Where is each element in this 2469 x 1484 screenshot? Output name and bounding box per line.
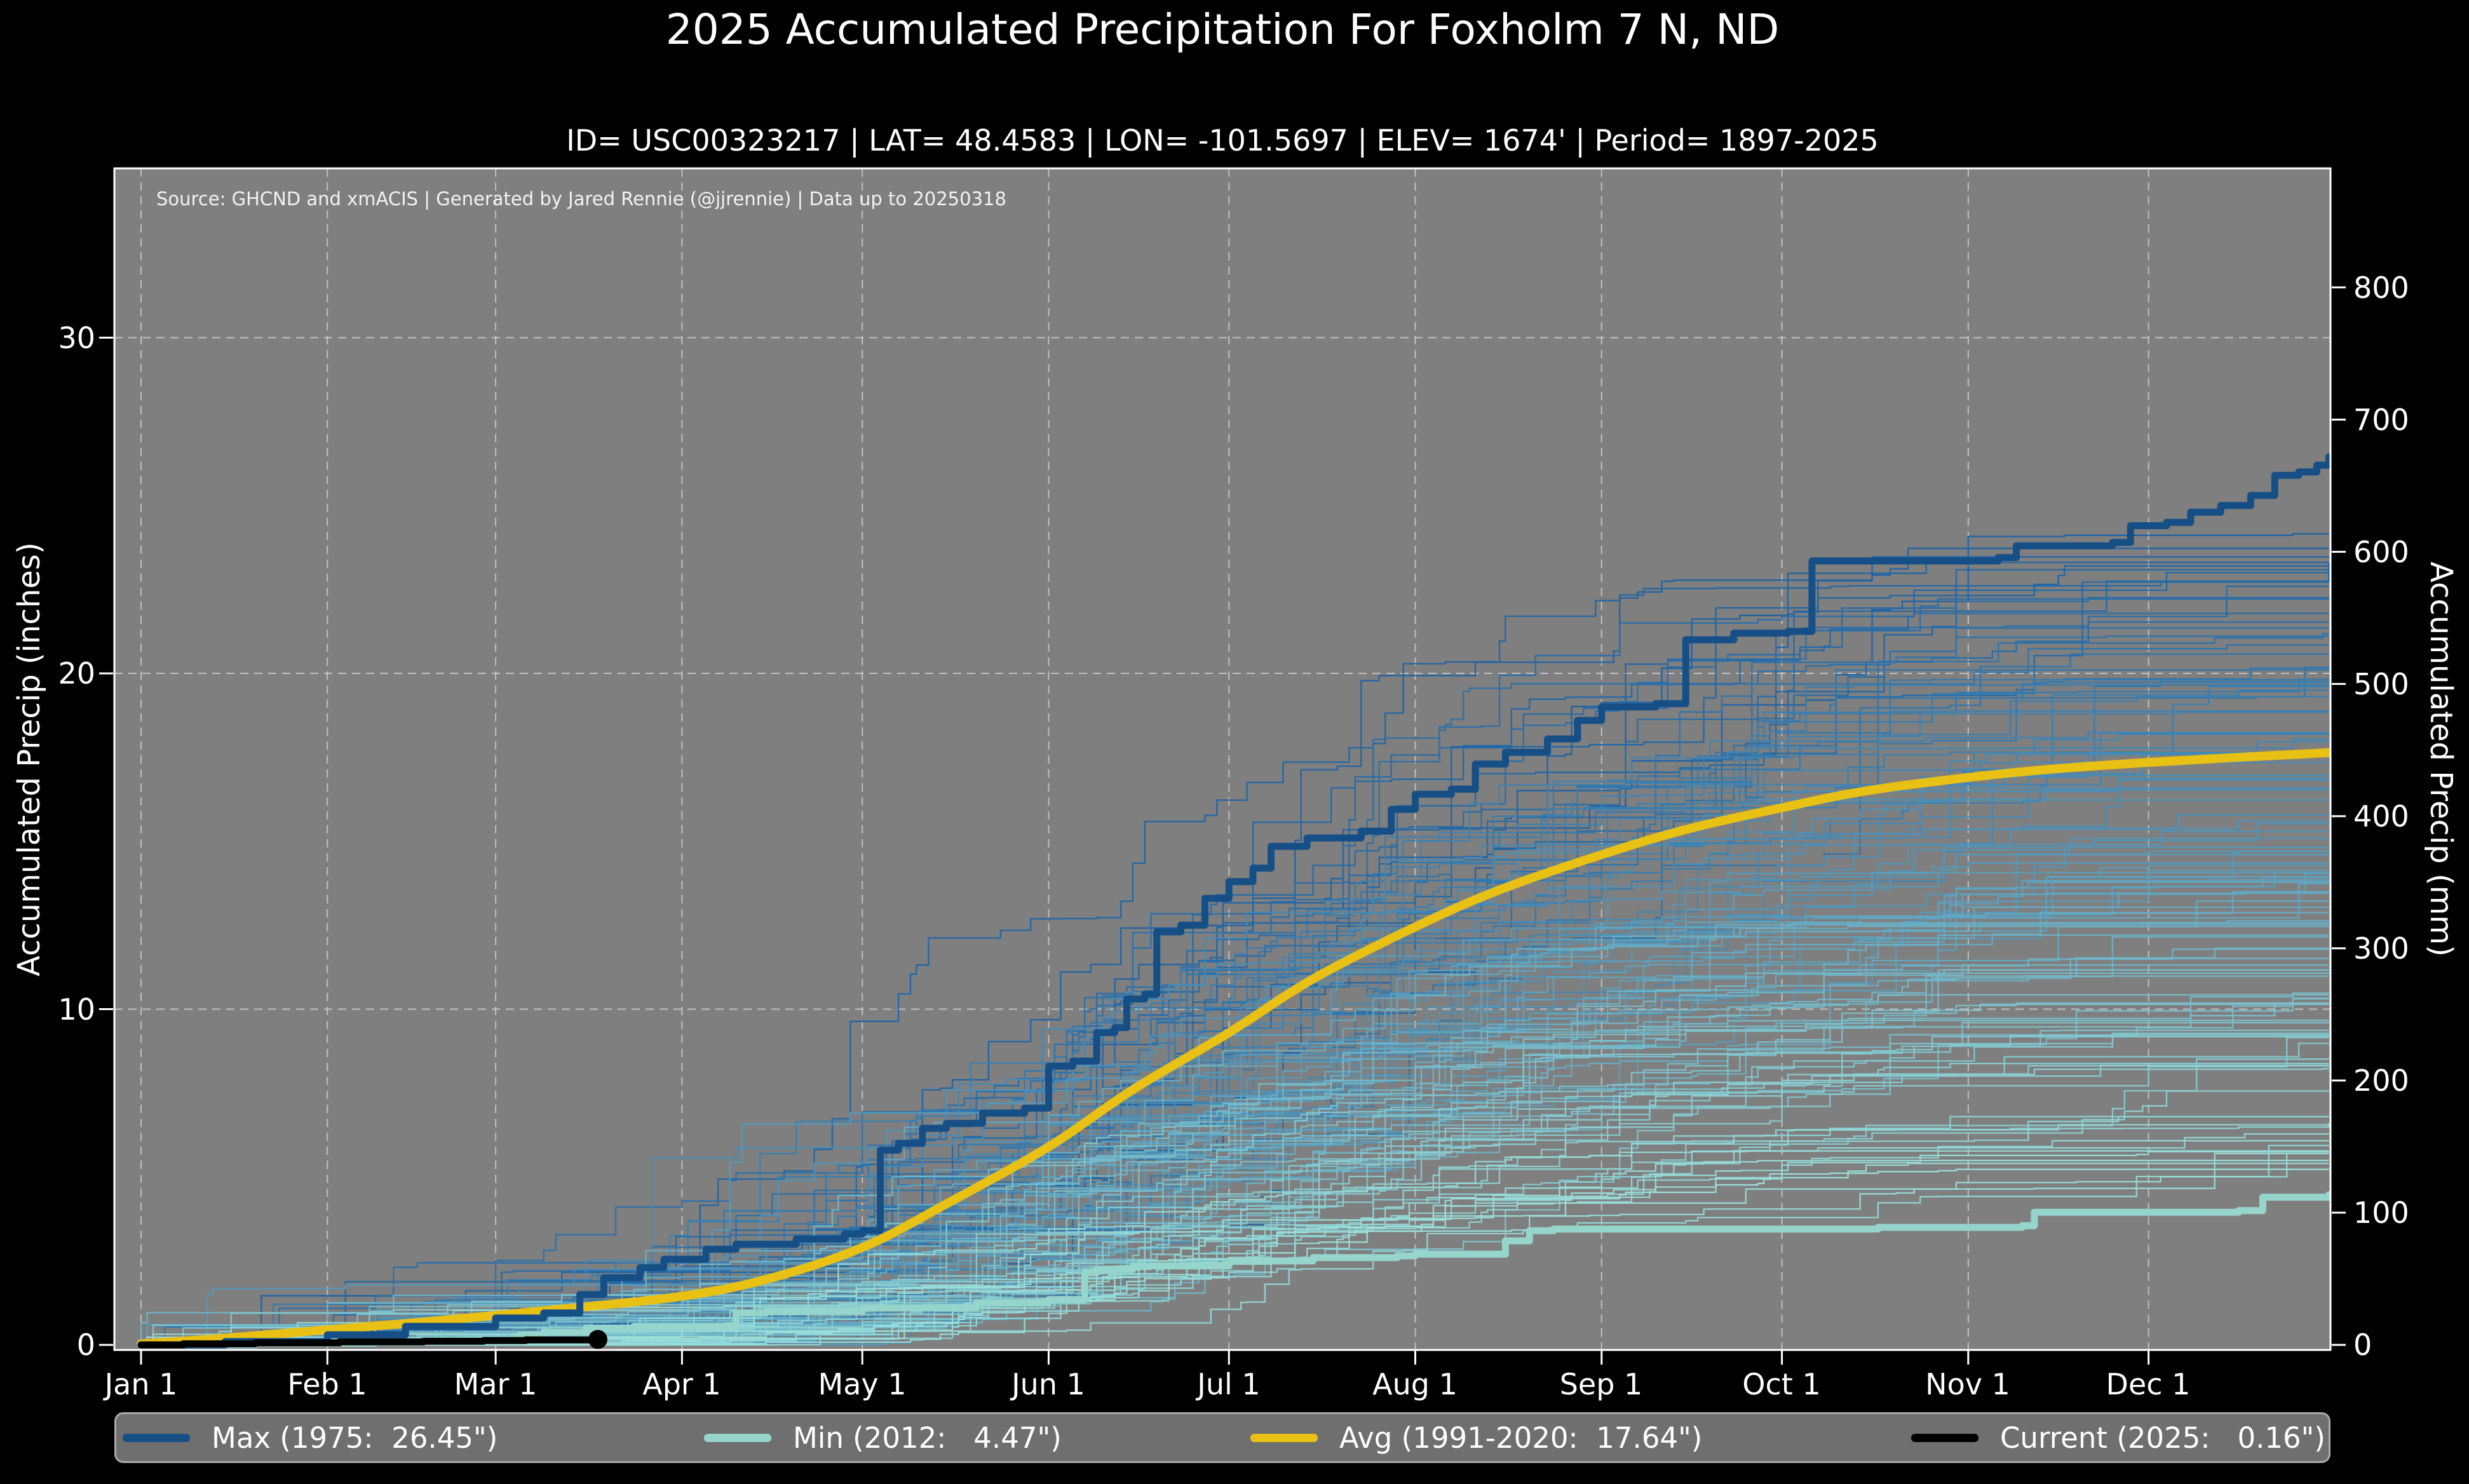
legend-label-avg: Avg (1991-2020: 17.64") <box>1339 1420 1703 1455</box>
x-tick-label-aug: Aug 1 <box>1372 1367 1458 1401</box>
x-tick-label-oct: Oct 1 <box>1742 1367 1821 1401</box>
source-note: Source: GHCND and xmACIS | Generated by … <box>156 188 1006 210</box>
current-line-swatch <box>1911 1433 1979 1442</box>
x-tick-label-mar: Mar 1 <box>454 1367 538 1401</box>
y-left-tick-20: 20 <box>58 656 95 691</box>
x-tick-label-may: May 1 <box>818 1367 907 1401</box>
x-tick-label-apr: Apr 1 <box>642 1367 721 1401</box>
y-axis-label-mm: Accumulated Precip (mm) <box>2423 562 2459 957</box>
y-right-tick-100: 100 <box>2353 1196 2409 1230</box>
gridlines <box>114 168 2330 1350</box>
y-right-tick-700: 700 <box>2353 403 2409 437</box>
legend-label-max: Max (1975: 26.45") <box>212 1420 498 1455</box>
y-left-tick-0: 0 <box>76 1328 95 1362</box>
axis-tick-marks <box>99 286 2346 1365</box>
plot-background <box>114 168 2330 1350</box>
max-line-swatch <box>123 1433 190 1442</box>
legend-label-current: Current (2025: 0.16") <box>2000 1420 2325 1455</box>
x-tick-label-sep: Sep 1 <box>1559 1367 1643 1401</box>
y-axis-label-inches: Accumulated Precip (inches) <box>11 542 47 976</box>
legend-item-min: Min (2012: 4.47") <box>704 1414 1062 1461</box>
min-line-swatch <box>704 1433 771 1442</box>
y-right-tick-600: 600 <box>2353 535 2409 569</box>
plot-border-spine <box>113 167 2332 1351</box>
x-tick-label-jul: Jul 1 <box>1197 1367 1261 1401</box>
y-right-tick-800: 800 <box>2353 271 2409 305</box>
x-tick-label-jan: Jan 1 <box>104 1367 178 1401</box>
legend-label-min: Min (2012: 4.47") <box>793 1420 1062 1455</box>
y-right-tick-500: 500 <box>2353 667 2409 701</box>
station-metadata-subtitle: ID= USC00323217 | LAT= 48.4583 | LON= -1… <box>566 123 1879 158</box>
y-right-tick-200: 200 <box>2353 1063 2409 1098</box>
legend-item-avg: Avg (1991-2020: 17.64") <box>1250 1414 1702 1461</box>
legend-item-max: Max (1975: 26.45") <box>123 1414 497 1461</box>
x-tick-label-feb: Feb 1 <box>287 1367 367 1401</box>
avg-line-swatch <box>1250 1433 1318 1442</box>
highlight-series-lines <box>137 453 2330 1349</box>
y-right-tick-400: 400 <box>2353 799 2409 833</box>
legend-bar: Max (1975: 26.45") Min (2012: 4.47") Avg… <box>114 1412 2330 1463</box>
y-left-tick-10: 10 <box>58 992 95 1027</box>
y-right-tick-300: 300 <box>2353 931 2409 966</box>
x-tick-label-jun: Jun 1 <box>1011 1367 1085 1401</box>
y-left-tick-30: 30 <box>58 321 95 355</box>
x-tick-label-dec: Dec 1 <box>2106 1367 2191 1401</box>
y-right-tick-0: 0 <box>2353 1328 2372 1362</box>
x-tick-label-nov: Nov 1 <box>1925 1367 2010 1401</box>
page-title: 2025 Accumulated Precipitation For Foxho… <box>665 5 1780 54</box>
legend-item-current: Current (2025: 0.16") <box>1911 1414 2325 1461</box>
